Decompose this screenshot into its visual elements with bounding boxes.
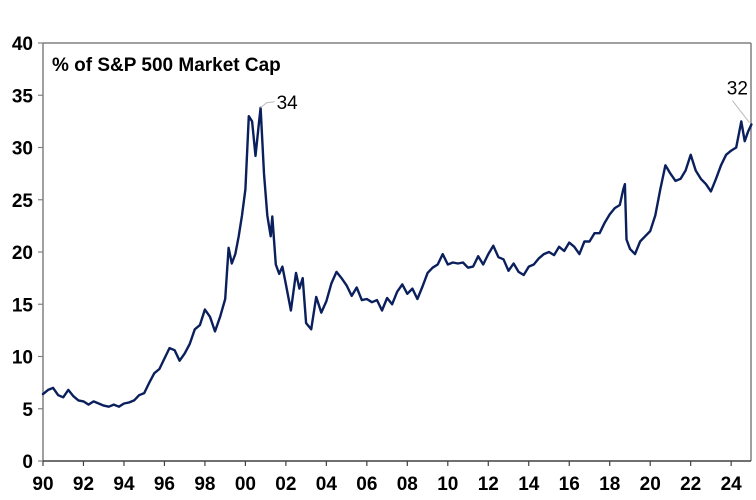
x-tick-label: 08 [397, 474, 418, 495]
x-axis: 90 92 94 96 98 00 02 04 06 08 10 12 14 16 18 20 22 24 [32, 461, 742, 495]
x-tick-label: 96 [154, 474, 175, 495]
annotation-leader-34 [260, 101, 275, 109]
annotation-label-32: 32 [727, 79, 748, 100]
annotation-label-34: 34 [277, 93, 299, 114]
x-tick-label: 94 [113, 474, 135, 495]
x-tick-label: 16 [559, 474, 580, 495]
y-tick-label: 30 [12, 139, 33, 160]
y-tick-label: 20 [12, 243, 33, 264]
x-tick-label: 12 [478, 474, 499, 495]
x-tick-label: 02 [275, 474, 296, 495]
y-tick-label: 0 [22, 452, 33, 473]
x-tick-label: 20 [640, 474, 661, 495]
series-group [41, 106, 753, 408]
x-tick-label: 10 [437, 474, 458, 495]
y-tick-label: 40 [12, 34, 33, 55]
y-tick-label: 15 [12, 295, 34, 316]
plot-frame [42, 42, 752, 462]
y-tick-label: 10 [12, 348, 33, 369]
y-tick-label: 35 [12, 86, 34, 107]
y-tick-label: 25 [12, 191, 34, 212]
x-tick-label: 92 [73, 474, 94, 495]
x-tick-label: 04 [316, 474, 338, 495]
x-tick-label: 18 [599, 474, 620, 495]
y-axis: 0 5 10 15 20 25 30 35 40 [12, 34, 43, 473]
x-tick-label: 14 [518, 474, 540, 495]
series-line [41, 106, 753, 408]
x-tick-label: 98 [194, 474, 215, 495]
chart-title: % of S&P 500 Market Cap [52, 55, 281, 76]
x-tick-label: 06 [356, 474, 377, 495]
x-tick-label: 24 [721, 474, 743, 495]
y-tick-label: 5 [22, 400, 33, 421]
annotation-leader-32 [731, 100, 750, 123]
x-tick-label: 22 [680, 474, 701, 495]
x-tick-label: 90 [32, 474, 53, 495]
annotations: 34 32 [260, 79, 750, 123]
x-tick-label: 00 [235, 474, 256, 495]
